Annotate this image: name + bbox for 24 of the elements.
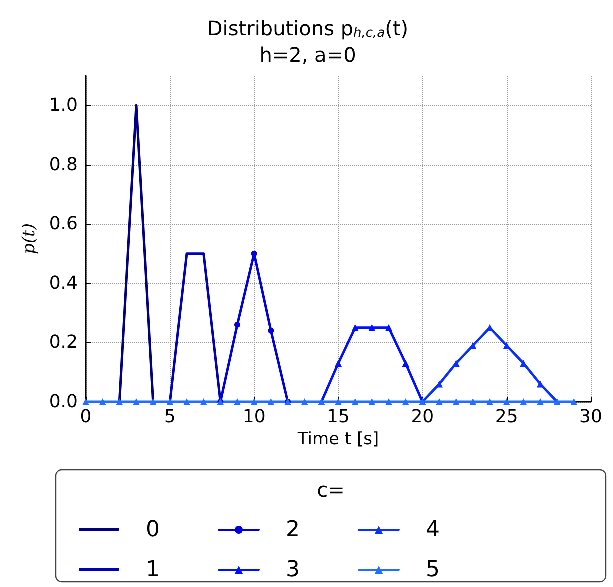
legend-label: 5 [426,558,440,582]
x-tick-label: 25 [495,406,518,428]
x-axis-title: Time t [s] [296,429,380,450]
x-tick-label: 10 [242,406,266,428]
legend-label: 3 [286,558,300,582]
y-tick-label: 0.0 [49,392,78,412]
legend-label: 0 [146,518,160,542]
chart-title: Distributions ph,c,a(t) [207,16,409,41]
x-tick-label: 15 [327,406,350,428]
y-tick-label: 0.6 [49,214,78,235]
x-tick-label: 0 [80,406,92,428]
legend-label: 1 [146,558,160,582]
x-tick-label: 20 [411,406,434,428]
chart-subtitle: h=2, a=0 [260,43,356,67]
y-tick-label: 0.8 [49,154,78,176]
legend-label: 2 [286,518,300,542]
legend-title: c= [317,478,345,502]
y-tick-label: 0.4 [49,272,78,294]
y-tick-label: 0.2 [49,332,78,354]
legend-label: 4 [426,518,440,542]
y-axis-title: p(t) [20,224,40,254]
y-tick-label: 1.0 [49,95,78,116]
x-tick-label: 30 [580,406,602,428]
x-tick-label: 5 [164,406,176,428]
